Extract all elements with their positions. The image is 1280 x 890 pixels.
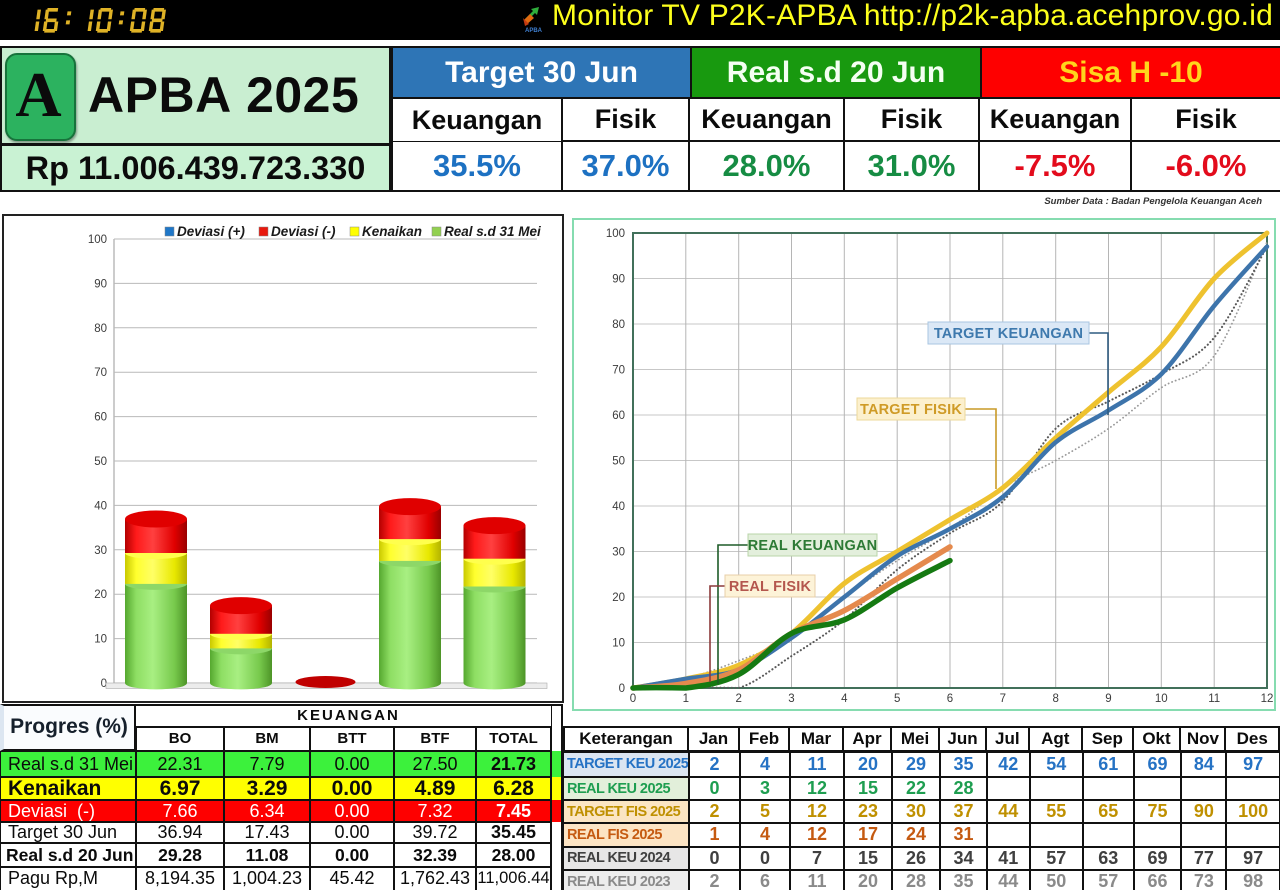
- svg-text:30: 30: [94, 545, 107, 557]
- svg-text:5: 5: [894, 693, 900, 705]
- svg-text:80: 80: [612, 319, 625, 331]
- svg-text:Deviasi (-): Deviasi (-): [271, 224, 336, 239]
- svg-text:70: 70: [612, 365, 625, 377]
- svg-text:2: 2: [735, 693, 741, 705]
- svg-text:50: 50: [94, 456, 107, 468]
- svg-text:60: 60: [612, 410, 625, 422]
- svg-text:11: 11: [1208, 693, 1220, 705]
- svg-text:70: 70: [94, 367, 107, 379]
- svg-text:9: 9: [1105, 693, 1111, 705]
- svg-text:10: 10: [94, 634, 107, 646]
- svg-text:REAL KEUANGAN: REAL KEUANGAN: [748, 538, 878, 554]
- svg-text:Deviasi (+): Deviasi (+): [177, 224, 245, 239]
- svg-text:3: 3: [788, 693, 794, 705]
- svg-text:Real s.d 31 Mei: Real s.d 31 Mei: [444, 224, 541, 239]
- svg-text:0: 0: [619, 683, 625, 695]
- svg-text:10: 10: [612, 638, 625, 650]
- svg-text:1: 1: [683, 693, 689, 705]
- svg-text:REAL FISIK: REAL FISIK: [729, 579, 812, 595]
- svg-text:20: 20: [94, 589, 107, 601]
- svg-text:20: 20: [612, 592, 625, 604]
- svg-text:50: 50: [612, 456, 625, 468]
- svg-text:12: 12: [1261, 693, 1274, 705]
- svg-text:0: 0: [630, 693, 636, 705]
- svg-text:30: 30: [612, 547, 625, 559]
- svg-text:100: 100: [606, 228, 625, 240]
- svg-text:TARGET KEUANGAN: TARGET KEUANGAN: [934, 326, 1083, 342]
- svg-text:6: 6: [947, 693, 953, 705]
- svg-text:Kenaikan: Kenaikan: [362, 224, 422, 239]
- svg-text:90: 90: [612, 274, 625, 286]
- svg-text:4: 4: [841, 693, 848, 705]
- svg-text:80: 80: [94, 323, 107, 335]
- svg-text:8: 8: [1052, 693, 1058, 705]
- svg-text:40: 40: [94, 500, 107, 512]
- svg-text:0: 0: [101, 678, 107, 690]
- svg-text:40: 40: [612, 501, 625, 513]
- svg-text:10: 10: [1155, 693, 1168, 705]
- svg-text:7: 7: [1000, 693, 1006, 705]
- svg-text:APBA: APBA: [525, 28, 543, 34]
- svg-text:60: 60: [94, 412, 107, 424]
- svg-text:90: 90: [94, 278, 107, 290]
- svg-text:100: 100: [88, 234, 107, 246]
- svg-text:TARGET FISIK: TARGET FISIK: [860, 402, 962, 418]
